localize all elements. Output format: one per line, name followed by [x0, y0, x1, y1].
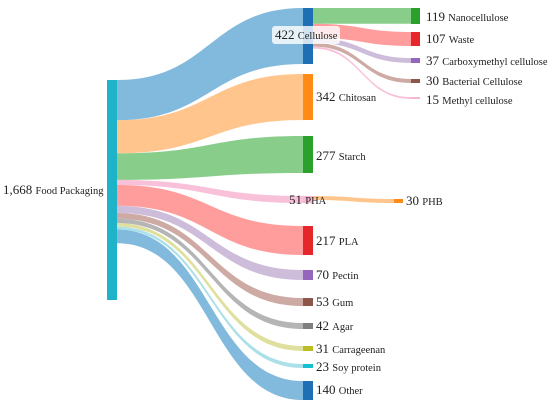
- node-agar: [303, 323, 313, 329]
- label-name-nano: Nanocellulose: [448, 13, 508, 24]
- label-pectin: 70 Pectin: [316, 267, 359, 282]
- label-soy: 23 Soy protein: [316, 359, 382, 374]
- label-name-chitosan: Chitosan: [339, 93, 377, 104]
- label-agar: 42 Agar: [316, 318, 354, 333]
- label-value-bact: 30: [426, 73, 442, 88]
- node-chitosan: [303, 74, 313, 120]
- label-value-methyl: 15: [426, 92, 442, 107]
- label-nano: 119 Nanocellulose: [426, 9, 509, 24]
- link-cellulose-nano: [313, 8, 411, 24]
- label-value-other: 140: [316, 382, 339, 397]
- node-bact: [411, 79, 420, 83]
- label-name-gum: Gum: [332, 298, 353, 309]
- label-value-waste: 107: [426, 31, 449, 46]
- label-value-agar: 42: [316, 318, 332, 333]
- label-cellulose: 422 Cellulose: [275, 27, 338, 42]
- node-cmc: [411, 58, 420, 63]
- node-gum: [303, 298, 313, 306]
- label-methyl: 15 Methyl cellulose: [426, 92, 513, 107]
- link-food-carrageenan: [117, 223, 303, 351]
- node-carrageenan: [303, 346, 313, 351]
- link-food-gum: [117, 213, 303, 306]
- label-carrageenan: 31 Carrageenan: [316, 341, 386, 356]
- label-phb: 30 PHB: [406, 193, 443, 208]
- label-value-pectin: 70: [316, 267, 332, 282]
- link-food-pectin: [117, 205, 303, 280]
- label-name-pla: PLA: [339, 237, 359, 248]
- link-cellulose-bact: [313, 42, 411, 83]
- label-value-pha: 51: [289, 192, 305, 207]
- label-pha: 51 PHA: [289, 192, 327, 207]
- link-food-pha: [117, 179, 303, 203]
- label-name-agar: Agar: [332, 322, 353, 333]
- label-name-waste: Waste: [449, 35, 475, 46]
- label-value-chitosan: 342: [316, 89, 339, 104]
- label-cmc: 37 Carboxymethyl cellulose: [426, 53, 548, 68]
- label-name-phb: PHB: [422, 197, 442, 208]
- labels-layer: 1,668 Food Packaging 422 Cellulose 342 Chi…: [3, 9, 548, 397]
- label-name-pha: PHA: [305, 196, 326, 207]
- node-waste: [411, 32, 420, 46]
- links-layer: [117, 8, 411, 400]
- label-value-soy: 23: [316, 359, 332, 374]
- label-value-gum: 53: [316, 294, 332, 309]
- link-food-chitosan: [117, 74, 303, 154]
- label-value-phb: 30: [406, 193, 422, 208]
- label-chitosan: 342 Chitosan: [316, 89, 377, 104]
- label-name-starch: Starch: [339, 152, 367, 163]
- label-name-cellulose: Cellulose: [298, 31, 338, 42]
- node-pha: [303, 196, 313, 203]
- label-gum: 53 Gum: [316, 294, 353, 309]
- label-name-bact: Bacterial Cellulose: [442, 77, 523, 88]
- label-other: 140 Other: [316, 382, 363, 397]
- node-food: [107, 80, 117, 300]
- link-food-other: [117, 229, 303, 400]
- link-food-soy: [117, 226, 303, 368]
- label-pla: 217 PLA: [316, 233, 359, 248]
- node-other: [303, 381, 313, 400]
- label-name-methyl: Methyl cellulose: [442, 96, 513, 107]
- node-methyl: [411, 97, 420, 99]
- label-value-food: 1,668: [3, 182, 36, 197]
- label-name-soy: Soy protein: [332, 363, 381, 374]
- label-value-pla: 217: [316, 233, 339, 248]
- node-nano: [411, 8, 420, 24]
- label-value-cmc: 37: [426, 53, 442, 68]
- link-food-starch: [117, 136, 303, 180]
- link-food-agar: [117, 218, 303, 329]
- label-food: 1,668 Food Packaging: [3, 182, 104, 197]
- link-pha-phb: [313, 196, 394, 203]
- link-cellulose-methyl: [313, 46, 411, 99]
- node-phb: [394, 199, 403, 203]
- node-pla: [303, 226, 313, 255]
- label-name-pectin: Pectin: [332, 271, 359, 282]
- label-value-nano: 119: [426, 9, 448, 24]
- link-food-pla: [117, 184, 303, 255]
- label-name-carrageenan: Carrageenan: [332, 345, 386, 356]
- label-name-food: Food Packaging: [36, 186, 105, 197]
- node-starch: [303, 136, 313, 173]
- label-waste: 107 Waste: [426, 31, 474, 46]
- node-pectin: [303, 270, 313, 280]
- label-name-other: Other: [339, 386, 363, 397]
- node-soy: [303, 364, 313, 368]
- label-value-carrageenan: 31: [316, 341, 332, 356]
- link-food-cellulose: [117, 8, 303, 121]
- label-value-cellulose: 422: [275, 27, 298, 42]
- label-starch: 277 Starch: [316, 148, 366, 163]
- label-value-starch: 277: [316, 148, 339, 163]
- label-name-cmc: Carboxymethyl cellulose: [442, 57, 548, 68]
- label-bg-cellulose: [272, 26, 340, 44]
- label-bact: 30 Bacterial Cellulose: [426, 73, 523, 88]
- link-cellulose-cmc: [313, 37, 411, 63]
